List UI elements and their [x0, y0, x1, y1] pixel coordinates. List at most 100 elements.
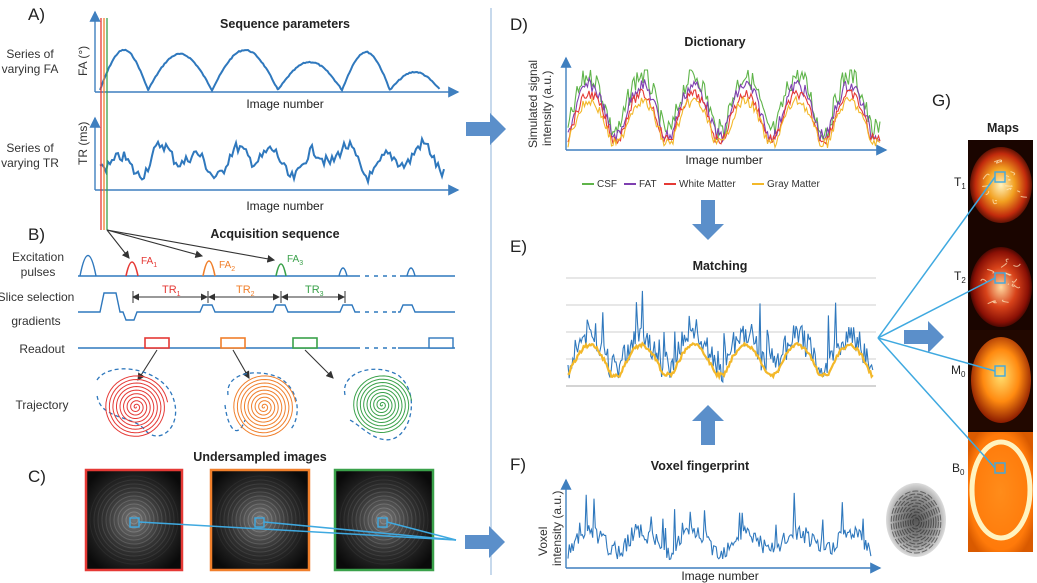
fa-curve: [99, 48, 441, 93]
excitation-pulse-fa3: [275, 263, 287, 277]
readout-block-4: [428, 337, 454, 349]
tr-series-label-line2: varying TR: [1, 156, 59, 170]
fa-series-label-line2: varying FA: [2, 62, 59, 76]
readout-arrow-1: [137, 349, 158, 381]
panel-d: D) Dictionary Simulated signal intensity…: [510, 15, 888, 190]
fa-series-label-line1: Series of: [6, 47, 54, 61]
matching-gridlines: [566, 277, 876, 360]
dictionary-curve-white-matter: [567, 88, 881, 145]
dictionary-ylabel-line1: Simulated signal: [526, 60, 540, 148]
arrow-c-to-f: [465, 526, 505, 558]
legend-label-gray-matter: Gray Matter: [767, 179, 820, 190]
tr-series-label-line1: Series of: [6, 141, 54, 155]
undersampled-image-3: [333, 468, 435, 572]
fingerprint-xlabel: Image number: [681, 569, 758, 583]
readout-arrow-3: [304, 349, 334, 379]
panel-a: A) Sequence parameters Series of varying…: [1, 5, 460, 230]
map-link-m0: [877, 337, 996, 372]
panel-b-letter: B): [28, 225, 45, 244]
excitation-label-line2: pulses: [21, 265, 56, 279]
panel-a-title: Sequence parameters: [220, 17, 350, 31]
spiral-red: [105, 375, 169, 437]
tr1-label: TR1: [162, 284, 181, 298]
panel-c: C) Undersampled images: [28, 450, 457, 572]
voxel-link-1: [138, 521, 457, 541]
voxel-fingerprint-curve: [567, 492, 872, 561]
arrow-e-to-g: [904, 321, 944, 353]
fingerprint-ylabel-line2: intensity (a.u.): [550, 491, 564, 566]
map-texture: [980, 159, 1027, 305]
panel-g: G) Maps T1 T2 M0 B0: [877, 91, 1033, 552]
trajectory-dashed-red: [96, 368, 177, 437]
panel-g-letter: G): [932, 91, 951, 110]
voxel-link-2: [263, 521, 457, 541]
panel-d-title: Dictionary: [684, 35, 745, 49]
voxel-link-3: [386, 521, 457, 541]
map-m0: [971, 337, 1031, 423]
panel-f: F) Voxel fingerprint Voxel intensity (a.…: [510, 455, 946, 583]
dictionary-legend: CSF FAT White Matter Gray Matter: [582, 179, 820, 190]
excitation-pulse-fa1: [125, 261, 139, 277]
legend-label-white-matter: White Matter: [679, 179, 736, 190]
panel-c-title: Undersampled images: [193, 450, 326, 464]
fa3-label: FA3: [287, 254, 303, 267]
fa2-arrow: [106, 229, 204, 258]
panel-b: B) Acquisition sequence Excitation pulse…: [0, 225, 455, 441]
panel-d-letter: D): [510, 15, 528, 34]
map-b0: [968, 432, 1033, 552]
tr-curve: [99, 135, 445, 186]
excitation-pulse-5: [406, 267, 416, 277]
excitation-pulse-0: [79, 254, 97, 277]
slice-label-line1: Slice selection: [0, 290, 74, 304]
readout-block-1: [144, 337, 170, 349]
trajectory-spiral-green: [343, 368, 413, 441]
panel-b-title: Acquisition sequence: [210, 227, 339, 241]
undersampled-image-2: [209, 468, 311, 572]
panel-e: E) Matching: [510, 237, 876, 387]
map-label-b0: B0: [952, 461, 965, 477]
map-label-m0: M0: [951, 363, 966, 379]
panel-f-letter: F): [510, 455, 526, 474]
map-t2: [970, 247, 1032, 327]
matching-dictionary-curve: [567, 341, 874, 381]
readout-block-3: [292, 337, 318, 349]
map-b0-skull: [969, 439, 1033, 541]
panel-c-letter: C): [28, 467, 46, 486]
trajectory-dashed-green: [343, 368, 412, 441]
tr3-label: TR3: [305, 284, 324, 298]
spiral-orange: [233, 375, 297, 437]
tr-axis-label: TR (ms): [76, 122, 90, 165]
panel-e-title: Matching: [693, 259, 748, 273]
tr2-label: TR2: [236, 284, 255, 298]
spiral-green: [353, 375, 413, 434]
excitation-pulse-4: [338, 267, 348, 277]
excitation-pulse-fa2: [202, 260, 216, 277]
fa2-label: FA2: [219, 260, 235, 273]
fa1-arrow: [106, 229, 130, 259]
fa3-arrow: [106, 229, 276, 263]
fa1-label: FA1: [141, 256, 157, 269]
trajectory-dashed-orange: [224, 372, 298, 432]
legend-label-fat: FAT: [639, 179, 657, 190]
undersampled-image-1: [84, 468, 184, 572]
dictionary-curves: [567, 68, 881, 150]
fa-axis-label: FA (°): [76, 46, 90, 76]
trajectory-label: Trajectory: [16, 398, 69, 412]
map-link-t2: [877, 277, 996, 339]
dictionary-curve-gray-matter: [567, 94, 881, 150]
map-label-t1: T1: [954, 175, 966, 191]
panel-g-title: Maps: [987, 121, 1019, 135]
arrow-d-to-e: [692, 200, 724, 240]
excitation-label-line1: Excitation: [12, 250, 64, 264]
readout-block-2: [220, 337, 246, 349]
legend-label-csf: CSF: [597, 179, 617, 190]
fa-x-label: Image number: [246, 97, 323, 111]
trajectory-spiral-red: [96, 368, 177, 437]
map-t1: [970, 147, 1032, 223]
slice-label-line2: gradients: [11, 314, 60, 328]
arrow-f-to-e: [692, 405, 724, 445]
panel-e-letter: E): [510, 237, 527, 256]
arrow-a-to-d: [466, 113, 506, 145]
fingerprint-ylabel-line1: Voxel: [536, 527, 550, 556]
